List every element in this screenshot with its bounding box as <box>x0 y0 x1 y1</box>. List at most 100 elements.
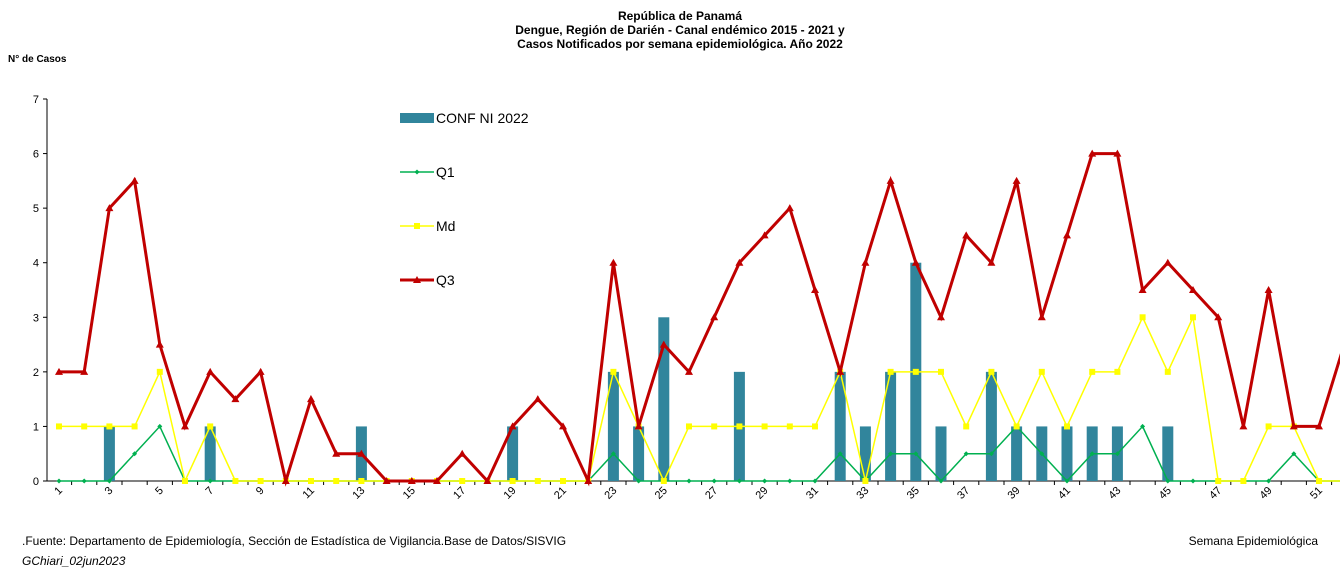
marker <box>711 423 718 430</box>
credit-note: GChiari_02jun2023 <box>22 554 126 568</box>
marker <box>636 478 642 484</box>
x-tick-label: 31 <box>804 485 821 502</box>
marker <box>988 451 994 457</box>
x-tick-label: 9 <box>254 485 267 498</box>
x-axis-label: Semana Epidemiológica <box>1189 534 1319 548</box>
marker <box>509 478 516 484</box>
y-tick-label: 2 <box>33 367 39 379</box>
line <box>59 314 1340 484</box>
bar <box>1011 426 1023 481</box>
marker <box>81 478 87 484</box>
marker <box>534 478 541 484</box>
marker <box>735 258 744 266</box>
marker <box>1189 286 1197 293</box>
marker <box>1265 423 1272 430</box>
marker <box>609 258 618 266</box>
marker <box>938 368 944 375</box>
marker <box>659 340 668 348</box>
bar <box>935 426 947 481</box>
marker <box>886 176 895 184</box>
marker <box>382 477 391 484</box>
marker <box>80 367 89 375</box>
legend-label: Q1 <box>436 164 455 180</box>
marker <box>887 368 894 375</box>
bar <box>658 317 670 481</box>
marker <box>332 449 341 457</box>
y-tick-label: 6 <box>33 149 39 161</box>
marker <box>81 423 88 430</box>
line <box>59 425 1340 483</box>
x-tick-label: 21 <box>552 485 569 502</box>
marker <box>231 395 240 403</box>
marker <box>812 478 818 484</box>
x-tick-label: 29 <box>754 485 771 502</box>
marker <box>207 478 213 484</box>
marker <box>610 368 617 375</box>
marker <box>1064 478 1070 484</box>
x-tick-label: 35 <box>905 485 922 502</box>
marker <box>207 423 214 430</box>
x-tick-label: 1 <box>52 485 65 498</box>
marker <box>1012 176 1021 184</box>
bar <box>885 371 897 481</box>
y-axis-label: N° de Casos <box>8 54 67 65</box>
x-tick-label: 43 <box>1106 485 1123 502</box>
marker <box>610 451 616 457</box>
marker <box>938 478 944 484</box>
marker <box>1240 478 1247 484</box>
line <box>59 152 1340 487</box>
marker <box>1190 314 1196 321</box>
source-note: .Fuente: Departamento de Epidemiología, … <box>22 534 566 548</box>
marker <box>508 422 517 430</box>
marker <box>458 449 467 457</box>
marker <box>686 478 692 484</box>
marker <box>963 423 970 430</box>
x-tick-label: 41 <box>1056 485 1073 502</box>
marker <box>433 477 441 484</box>
x-tick-label: 39 <box>1006 485 1023 502</box>
marker <box>106 423 113 430</box>
marker <box>1037 313 1046 321</box>
marker <box>105 204 114 212</box>
marker <box>56 423 62 430</box>
marker <box>1039 451 1045 457</box>
marker <box>413 276 421 283</box>
marker <box>937 313 945 321</box>
x-tick-label: 3 <box>103 485 116 498</box>
marker <box>1289 422 1298 430</box>
marker <box>157 423 163 429</box>
bar <box>633 426 645 481</box>
marker <box>131 423 138 430</box>
marker <box>56 478 62 484</box>
marker <box>459 478 466 484</box>
marker <box>988 368 995 375</box>
bar <box>507 426 519 481</box>
marker <box>1266 478 1272 484</box>
marker <box>686 423 692 430</box>
marker <box>1088 149 1097 157</box>
legend-label: Q3 <box>436 272 455 288</box>
x-tick-label: 13 <box>350 485 367 502</box>
marker <box>962 231 971 239</box>
y-tick-label: 3 <box>33 312 39 324</box>
marker <box>1315 422 1323 430</box>
marker <box>1063 231 1071 239</box>
marker <box>1291 451 1297 457</box>
marker <box>256 367 265 375</box>
marker <box>1140 423 1146 429</box>
marker <box>1163 258 1172 266</box>
marker <box>132 451 138 457</box>
x-tick-label: 17 <box>451 485 468 502</box>
marker <box>861 258 870 266</box>
marker <box>1239 422 1248 430</box>
marker <box>533 395 542 403</box>
bar <box>1061 426 1073 481</box>
marker <box>785 204 794 212</box>
marker <box>1139 314 1146 321</box>
x-tick-label: 33 <box>854 485 871 502</box>
marker <box>911 258 920 266</box>
marker <box>1214 313 1223 321</box>
x-tick-label: 23 <box>602 485 619 502</box>
marker <box>912 368 919 375</box>
